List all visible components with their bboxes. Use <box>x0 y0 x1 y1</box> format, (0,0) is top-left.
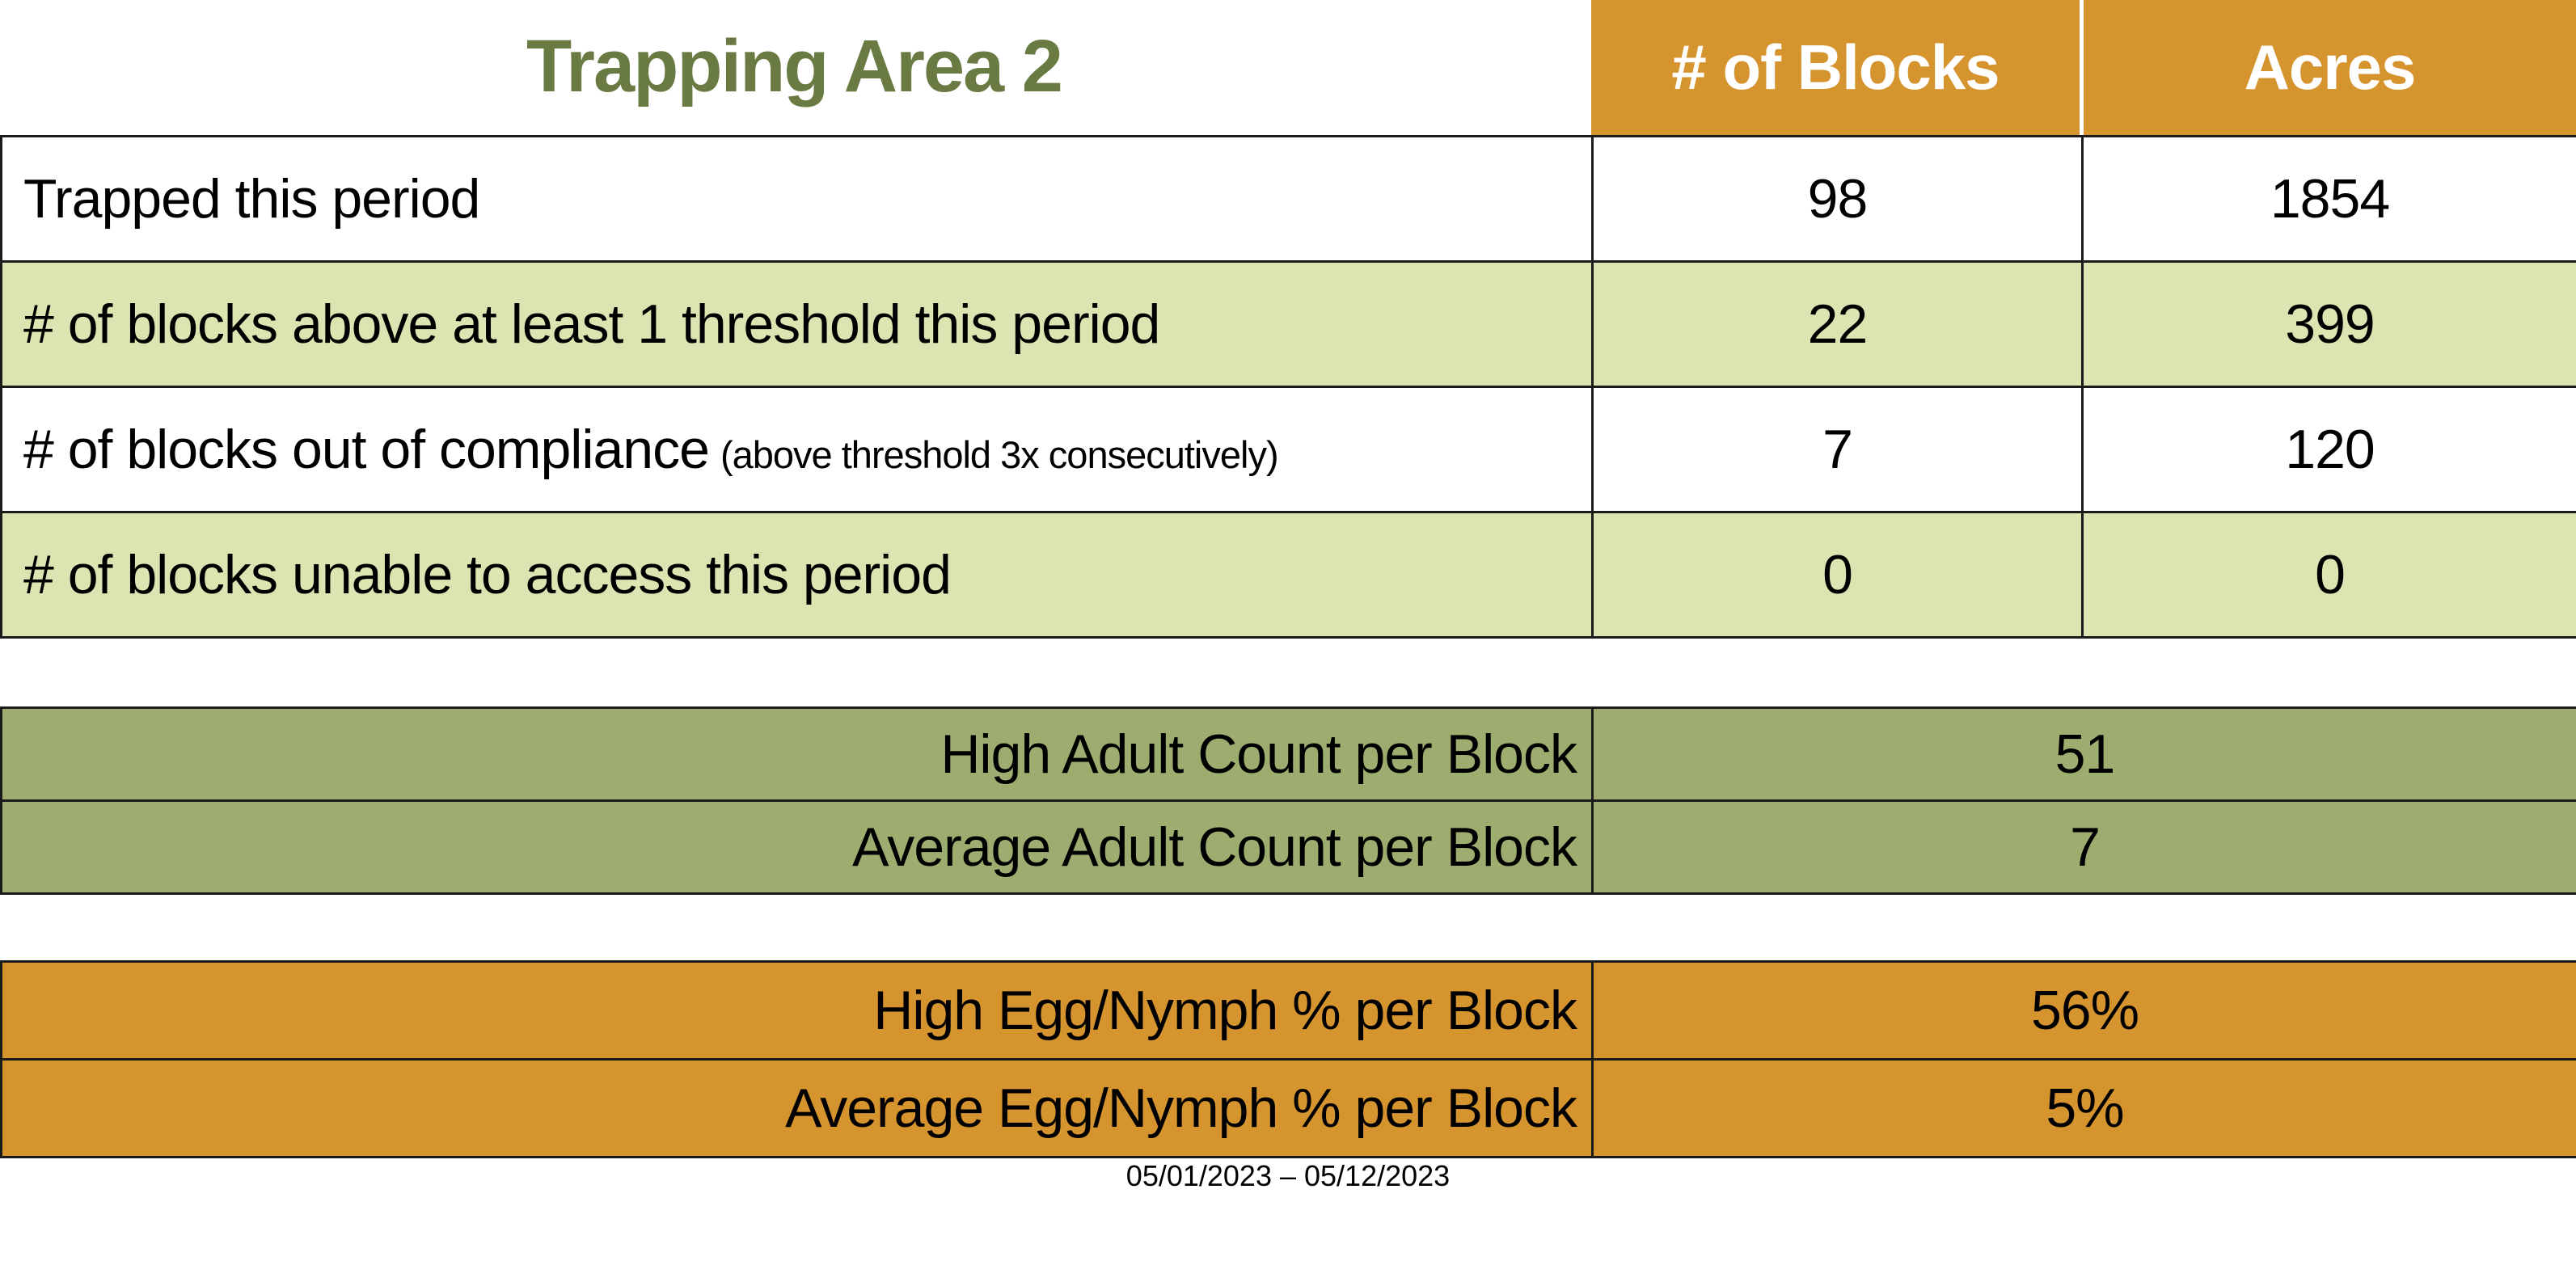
acres-value: 1854 <box>2081 135 2576 263</box>
row-label: Trapped this period <box>0 135 1594 263</box>
blocks-value: 7 <box>1591 386 2084 513</box>
row-label-text: Trapped this period <box>23 168 480 230</box>
row-label-text: # of blocks unable to access this period <box>23 544 952 605</box>
table-row: Average Adult Count per Block 7 <box>0 799 2576 895</box>
table-row: # of blocks unable to access this period… <box>0 511 2576 639</box>
acres-value: 0 <box>2081 511 2576 639</box>
stat-value: 51 <box>1591 706 2576 802</box>
table-row: High Egg/Nymph % per Block 56% <box>0 960 2576 1061</box>
blocks-value: 0 <box>1591 511 2084 639</box>
table-row: # of blocks out of compliance (above thre… <box>0 386 2576 513</box>
stat-value: 7 <box>1591 799 2576 895</box>
table-row: High Adult Count per Block 51 <box>0 706 2576 802</box>
acres-value: 399 <box>2081 260 2576 388</box>
table-row: Trapped this period 98 1854 <box>0 135 2576 263</box>
stat-label: High Adult Count per Block <box>0 706 1594 802</box>
stat-value: 56% <box>1591 960 2576 1061</box>
blocks-value: 22 <box>1591 260 2084 388</box>
table-row: # of blocks above at least 1 threshold t… <box>0 260 2576 388</box>
row-note: (above threshold 3x consecutively) <box>720 433 1279 476</box>
row-label: # of blocks out of compliance (above thre… <box>0 386 1594 513</box>
summary-table: Trapped this period 98 1854 # of blocks … <box>0 135 2576 639</box>
stat-label: High Egg/Nymph % per Block <box>0 960 1594 1061</box>
page-title: Trapping Area 2 <box>526 24 1063 108</box>
column-header-blocks: # of Blocks <box>1591 0 2080 135</box>
stat-label: Average Egg/Nymph % per Block <box>0 1058 1594 1158</box>
row-label-text: # of blocks above at least 1 threshold t… <box>23 293 1160 355</box>
row-label: # of blocks above at least 1 threshold t… <box>0 260 1594 388</box>
column-header-acres: Acres <box>2084 0 2576 135</box>
blocks-value: 98 <box>1591 135 2084 263</box>
row-label: # of blocks unable to access this period <box>0 511 1594 639</box>
date-range: 05/01/2023 – 05/12/2023 <box>1125 1159 1451 1192</box>
table-row: Average Egg/Nymph % per Block 5% <box>0 1058 2576 1158</box>
egg-nymph-table: High Egg/Nymph % per Block 56% Average E… <box>0 960 2576 1158</box>
stat-label: Average Adult Count per Block <box>0 799 1594 895</box>
adult-count-table: High Adult Count per Block 51 Average Ad… <box>0 706 2576 895</box>
stat-value: 5% <box>1591 1058 2576 1158</box>
row-label-text: # of blocks out of compliance <box>23 419 710 480</box>
acres-value: 120 <box>2081 386 2576 513</box>
